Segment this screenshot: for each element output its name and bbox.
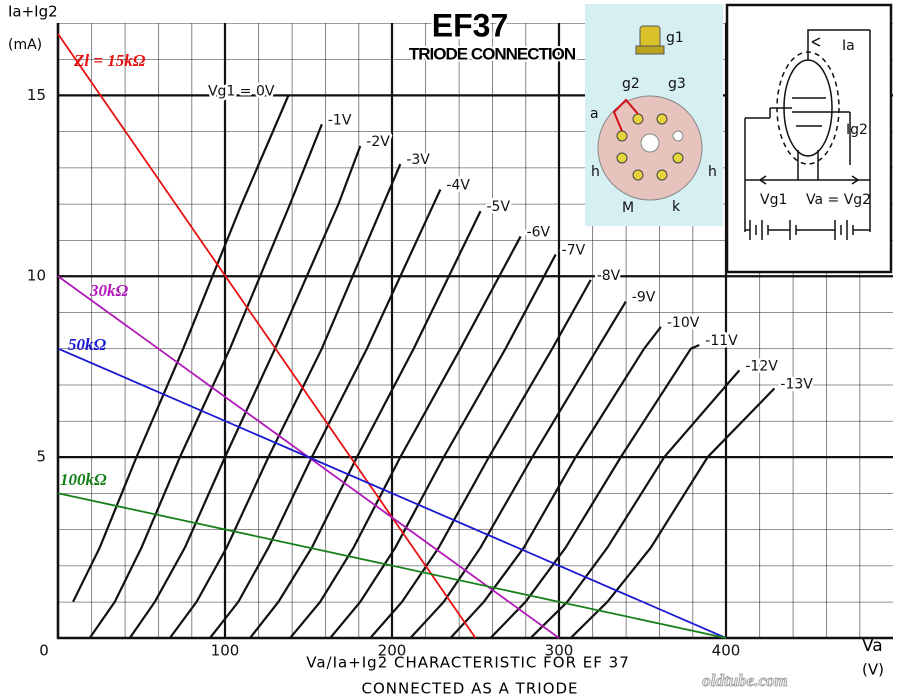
- load-line: [57, 347, 727, 639]
- x-tick-label: 400: [712, 642, 741, 660]
- load-line-label: 50kΩ: [68, 335, 107, 354]
- pin: [672, 152, 684, 164]
- curve-label: -2V: [366, 134, 390, 150]
- curve-label: -4V: [446, 177, 470, 193]
- x-tick-label: 100: [211, 642, 240, 660]
- characteristic-curve: [128, 145, 362, 639]
- characteristic-curve: [529, 369, 741, 639]
- load-line-label: 100kΩ: [60, 470, 107, 489]
- arrows: [759, 37, 859, 185]
- y-tick-label: 10: [27, 267, 46, 285]
- characteristic-curve: [409, 300, 627, 639]
- characteristic-curve: [329, 254, 557, 639]
- characteristic-curve: [249, 210, 482, 639]
- characteristic-curve: [289, 235, 522, 639]
- pin: [632, 169, 644, 181]
- pin: [632, 113, 644, 125]
- curve-label: -9V: [632, 290, 656, 306]
- curve-label: -8V: [597, 268, 621, 284]
- schematic-label: Va = Vg2: [806, 192, 871, 208]
- pin: [616, 130, 628, 142]
- chart-subtitle: TRIODE CONNECTION: [409, 44, 576, 63]
- x-axis-unit: (V): [862, 661, 884, 679]
- y-tick-label: 5: [36, 448, 46, 466]
- pin-label: k: [672, 199, 681, 215]
- schematic-inset: [725, 3, 893, 274]
- x-axis-label: Va: [862, 636, 883, 656]
- x-tick-label: 200: [378, 642, 407, 660]
- load-line-label: 30kΩ: [89, 281, 129, 300]
- curve-label: -11V: [705, 333, 738, 349]
- pin-label: h: [591, 164, 600, 180]
- pin-label: a: [590, 106, 599, 122]
- curve-label: -5V: [487, 199, 511, 215]
- load-line-label: Zl = 15kΩ: [73, 51, 146, 70]
- curve-label: -3V: [406, 152, 430, 168]
- chart-title: EF37: [432, 7, 508, 43]
- watermark: oldtube.com: [702, 671, 787, 690]
- schematic-label: Ia: [842, 38, 855, 54]
- curve-label: -10V: [667, 315, 700, 331]
- top-cap-base: [635, 45, 665, 55]
- curve-label: -12V: [745, 358, 778, 374]
- strap-wire: [612, 98, 639, 132]
- curve-label: -7V: [562, 243, 586, 259]
- pinout-inset: g1 g2 g3 a h h M k: [585, 4, 723, 226]
- inset-frame: [725, 3, 893, 274]
- characteristic-curve: [72, 94, 290, 603]
- curve-label: -6V: [527, 224, 551, 240]
- characteristic-curve: [169, 163, 402, 639]
- y-tick-label: 15: [27, 86, 46, 104]
- curve-label: -1V: [328, 112, 352, 128]
- characteristic-curve: [449, 326, 662, 639]
- x-tick-label: 300: [545, 642, 574, 660]
- pin-label: h: [708, 164, 717, 180]
- caption: Va/Ia+Ig2 CHARACTERISTIC FOR EF 37: [306, 654, 630, 672]
- pin-label: g1: [666, 30, 684, 46]
- pin-label: g2: [622, 76, 640, 92]
- characteristic-curve: [489, 343, 700, 639]
- pin: [616, 152, 628, 164]
- pin: [656, 169, 668, 181]
- pin: [656, 113, 668, 125]
- batteries: [745, 220, 870, 240]
- x-tick-label: 0: [39, 642, 49, 660]
- top-cap: [639, 25, 661, 49]
- characteristic-curve: [209, 188, 442, 639]
- load-line: [57, 33, 477, 639]
- schematic-label: Ig2: [846, 122, 868, 138]
- pin-label: g3: [668, 76, 686, 92]
- characteristic-curve: [569, 387, 776, 639]
- characteristic-curve: [369, 279, 592, 639]
- caption: CONNECTED AS A TRIODE: [361, 680, 578, 698]
- y-axis-unit: (mA): [8, 37, 42, 53]
- curve-label: -13V: [780, 376, 813, 392]
- schematic-wires: [744, 29, 871, 232]
- y-axis-label: Ia+Ig2: [8, 3, 58, 21]
- schematic-label: Vg1: [760, 192, 787, 208]
- curve-label: Vg1 = 0V: [208, 83, 275, 99]
- axes: [56, 23, 893, 640]
- key: [640, 133, 660, 153]
- load-line: [57, 492, 727, 639]
- pin: [672, 130, 684, 142]
- characteristic-curve: [88, 123, 323, 639]
- pin-label: M: [622, 200, 634, 216]
